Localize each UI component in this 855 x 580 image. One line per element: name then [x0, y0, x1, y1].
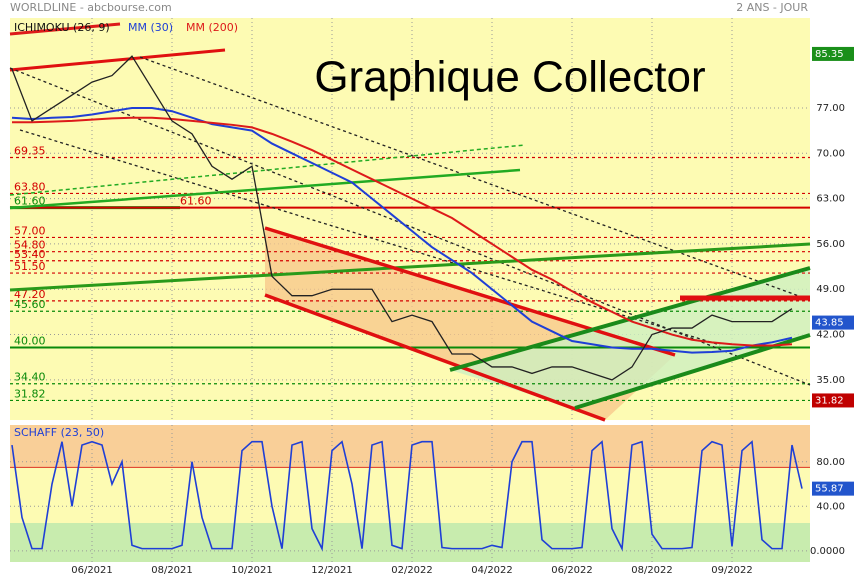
period: 2 ANS - JOUR [736, 1, 808, 14]
y-tick-label: 0.0000 [810, 546, 845, 557]
indicator-label: ICHIMOKU (26, 9) [14, 21, 110, 34]
trendlines [9, 22, 811, 422]
data-line [11, 55, 793, 381]
legend-label: MM (30) [128, 21, 173, 34]
y-tick-label: 42.00 [816, 330, 845, 341]
level-label: 61.60 [14, 195, 46, 208]
value-marker [812, 315, 854, 330]
trendline [264, 293, 606, 422]
y-tick-label: 56.00 [816, 239, 845, 250]
y-tick-label: 49.00 [816, 284, 845, 295]
value-marker-label: 85.35 [815, 49, 844, 60]
trendline [139, 56, 811, 301]
channels [265, 228, 810, 420]
trendline [9, 48, 226, 72]
data-line [11, 106, 793, 354]
y-tick-label: 80.00 [816, 457, 845, 468]
data-line [11, 440, 803, 552]
y-tick-label: 70.00 [816, 148, 845, 159]
x-tick-label: 10/2021 [231, 565, 273, 576]
trendline [264, 226, 676, 357]
legend-swatch [9, 22, 121, 36]
x-tick-label: 09/2022 [711, 565, 753, 576]
x-tick-label: 02/2022 [391, 565, 433, 576]
levels: 69.35 63.80 61.60 61.60 57.00 54.8053.4051.50… [10, 145, 810, 402]
trendline [19, 129, 721, 346]
trendline [9, 144, 526, 196]
level-label: 53.40 [14, 248, 46, 261]
x-tick-label: 12/2021 [311, 565, 353, 576]
oscillator-title: SCHAFF (23, 50) [14, 426, 104, 439]
marks: MM (30) MM (200) [11, 21, 803, 552]
trendline [574, 333, 811, 410]
value-marker-label: 31.82 [815, 395, 844, 406]
chart-title: Graphique Collector [314, 53, 705, 102]
level-label: 45.60 [14, 298, 46, 311]
zones [10, 425, 810, 562]
up-channel [450, 268, 810, 408]
level-label: 34.40 [14, 371, 46, 384]
oversold-zone [10, 523, 810, 562]
y-tick-label: 63.00 [816, 194, 845, 205]
trendline [449, 266, 811, 372]
level-label: 54.80 [14, 239, 46, 252]
value-marker [812, 393, 854, 408]
source: WORLDLINE - abcbourse.com [10, 1, 172, 14]
level-label: 47.20 [14, 288, 46, 301]
y-tick-label: 35.00 [816, 375, 845, 386]
level-label: 31.82 [14, 387, 46, 400]
value-marker-label: 55.87 [815, 484, 844, 495]
value-marker [812, 46, 854, 61]
trendline [9, 242, 811, 292]
value-marker [812, 481, 854, 496]
x-tick-label: 06/2022 [551, 565, 593, 576]
y-tick-label: 40.00 [816, 501, 845, 512]
level-label: 69.35 [14, 145, 46, 158]
y-tick-label: 77.00 [816, 103, 845, 114]
level-label: 61.60 [180, 195, 212, 208]
x-tick-label: 04/2022 [471, 565, 513, 576]
level-label: 51.50 [14, 260, 46, 273]
value-marker-label: 43.85 [815, 318, 844, 329]
level-label: 63.80 [14, 180, 46, 193]
x-tick-label: 06/2021 [71, 565, 113, 576]
x-tick-label: 08/2022 [631, 565, 673, 576]
level-label: 40.00 [14, 334, 46, 347]
legend-label: MM (200) [186, 21, 238, 34]
level-label: 57.00 [14, 224, 46, 237]
trendline [9, 168, 521, 210]
x-tick-label: 08/2021 [151, 565, 193, 576]
